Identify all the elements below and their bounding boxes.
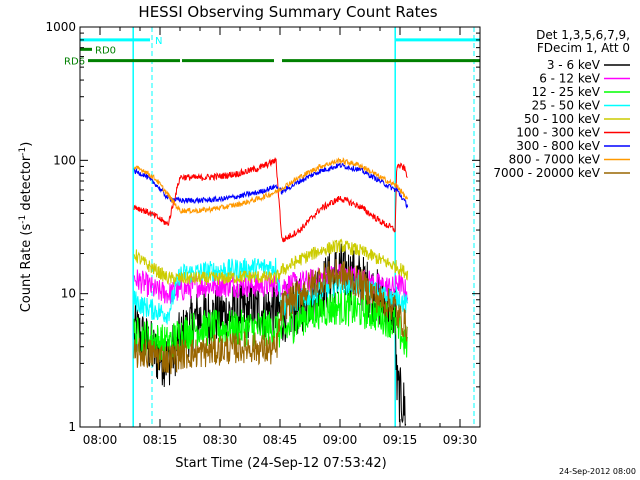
legend-header-line-2: FDecim 1, Att 0 (537, 41, 630, 55)
x-tick-label: 08:00 (83, 433, 118, 447)
y-axis: 1 10 100 1000 (45, 20, 480, 434)
plot-area: N RD0 RD6 (64, 27, 480, 427)
flag-label-n: N (155, 36, 162, 47)
x-tick-label: 08:45 (263, 433, 298, 447)
legend-label: 3 - 6 keV (547, 58, 601, 72)
y-axis-label-main: Count Rate (s (19, 224, 34, 313)
x-tick-label: 08:15 (143, 433, 178, 447)
series-line-9 (133, 259, 408, 375)
y-axis-label-mid: detector (19, 155, 34, 215)
y-axis-label: Count Rate (s-1 detector-1) (18, 142, 34, 313)
y-tick-label: 100 (53, 153, 76, 167)
x-tick-label: 09:00 (323, 433, 358, 447)
legend-label: 25 - 50 keV (532, 99, 601, 113)
legend-label: 6 - 12 keV (539, 72, 601, 86)
legend-label: 50 - 100 keV (524, 112, 601, 126)
y-tick-label: 1000 (45, 20, 76, 34)
y-tick-label: 1 (68, 420, 76, 434)
series-line-7 (133, 162, 409, 209)
flag-label-rd6: RD6 (64, 57, 85, 68)
y-tick-label: 10 (61, 287, 76, 301)
legend-header-line-1: Det 1,3,5,6,7,9, (536, 28, 630, 42)
y-axis-label-end: ) (19, 142, 34, 147)
legend-label: 7000 - 20000 keV (493, 166, 600, 180)
legend-label: 300 - 800 keV (516, 139, 600, 153)
series-line-8 (133, 157, 409, 215)
chart-title: HESSI Observing Summary Count Rates (138, 3, 437, 21)
plot-frame (79, 26, 481, 428)
x-axis: 08:00 08:15 08:30 08:45 09:00 09:15 09:30 (79, 27, 481, 447)
series-line-6 (133, 157, 408, 243)
legend-label: 800 - 7000 keV (509, 153, 601, 167)
y-axis-label-sup1: -1 (18, 215, 28, 224)
timestamp: 24-Sep-2012 08:00 (559, 467, 636, 476)
x-tick-label: 09:15 (383, 433, 418, 447)
legend: Det 1,3,5,6,7,9, FDecim 1, Att 0 3 - 6 k… (493, 28, 630, 180)
legend-label: 12 - 25 keV (532, 85, 601, 99)
x-tick-label: 08:30 (203, 433, 238, 447)
series-line-5 (133, 238, 409, 286)
legend-label: 100 - 300 keV (516, 126, 600, 140)
y-axis-label-sup2: -1 (18, 147, 28, 156)
x-tick-label: 09:30 (443, 433, 478, 447)
x-axis-label: Start Time (24-Sep-12 07:53:42) (175, 456, 386, 471)
flag-label-rd0: RD0 (95, 45, 116, 56)
